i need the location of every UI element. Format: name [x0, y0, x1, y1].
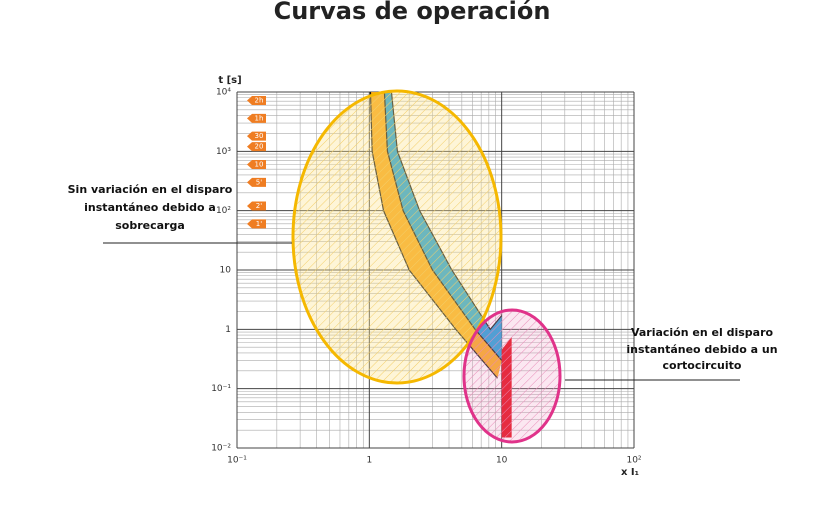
time-marker	[247, 177, 266, 187]
annotation: cortocircuito	[663, 359, 742, 372]
y-tick-label: 10⁻¹	[211, 384, 231, 394]
time-marker-label: 30	[255, 132, 264, 140]
y-tick-label: 10	[220, 266, 232, 276]
y-axis-label: t [s]	[218, 75, 241, 86]
x-tick-label: 10²	[626, 456, 641, 466]
time-marker	[247, 113, 266, 123]
time-marker	[247, 131, 266, 141]
annotation: sobrecarga	[115, 219, 185, 232]
chart-title: Curvas de operación	[274, 0, 551, 25]
y-tick-label: 10²	[216, 206, 231, 216]
annotation: Variación en el disparo	[631, 326, 774, 339]
time-marker-label: 10	[255, 160, 264, 168]
time-marker-label: 20	[255, 143, 264, 151]
x-tick-label: 1	[366, 456, 372, 466]
time-marker-label: 1h	[255, 114, 264, 122]
time-marker	[247, 219, 266, 229]
y-tick-label: 1	[225, 325, 231, 335]
time-marker-label: 2h	[255, 96, 264, 104]
short-circuit-zone	[462, 308, 562, 444]
y-tick-label: 10³	[216, 147, 231, 157]
time-marker-label: 5'	[256, 178, 262, 186]
time-marker-label: 2'	[256, 202, 262, 210]
time-marker-label: 1'	[256, 220, 262, 228]
time-marker	[247, 159, 266, 169]
time-marker	[247, 95, 266, 105]
x-tick-label: 10	[496, 456, 508, 466]
time-marker	[247, 142, 266, 152]
x-axis-label: x I₁	[621, 467, 639, 478]
annotation: instantáneo debido a un	[626, 343, 777, 356]
x-tick-label: 10⁻¹	[227, 456, 247, 466]
annotation: instantáneo debido a	[84, 201, 216, 214]
y-tick-label: 10⁻²	[211, 444, 231, 454]
y-tick-label: 10⁴	[216, 88, 231, 98]
overload-zone	[291, 89, 503, 385]
time-marker	[247, 201, 266, 211]
annotation: Sin variación en el disparo	[68, 183, 233, 196]
